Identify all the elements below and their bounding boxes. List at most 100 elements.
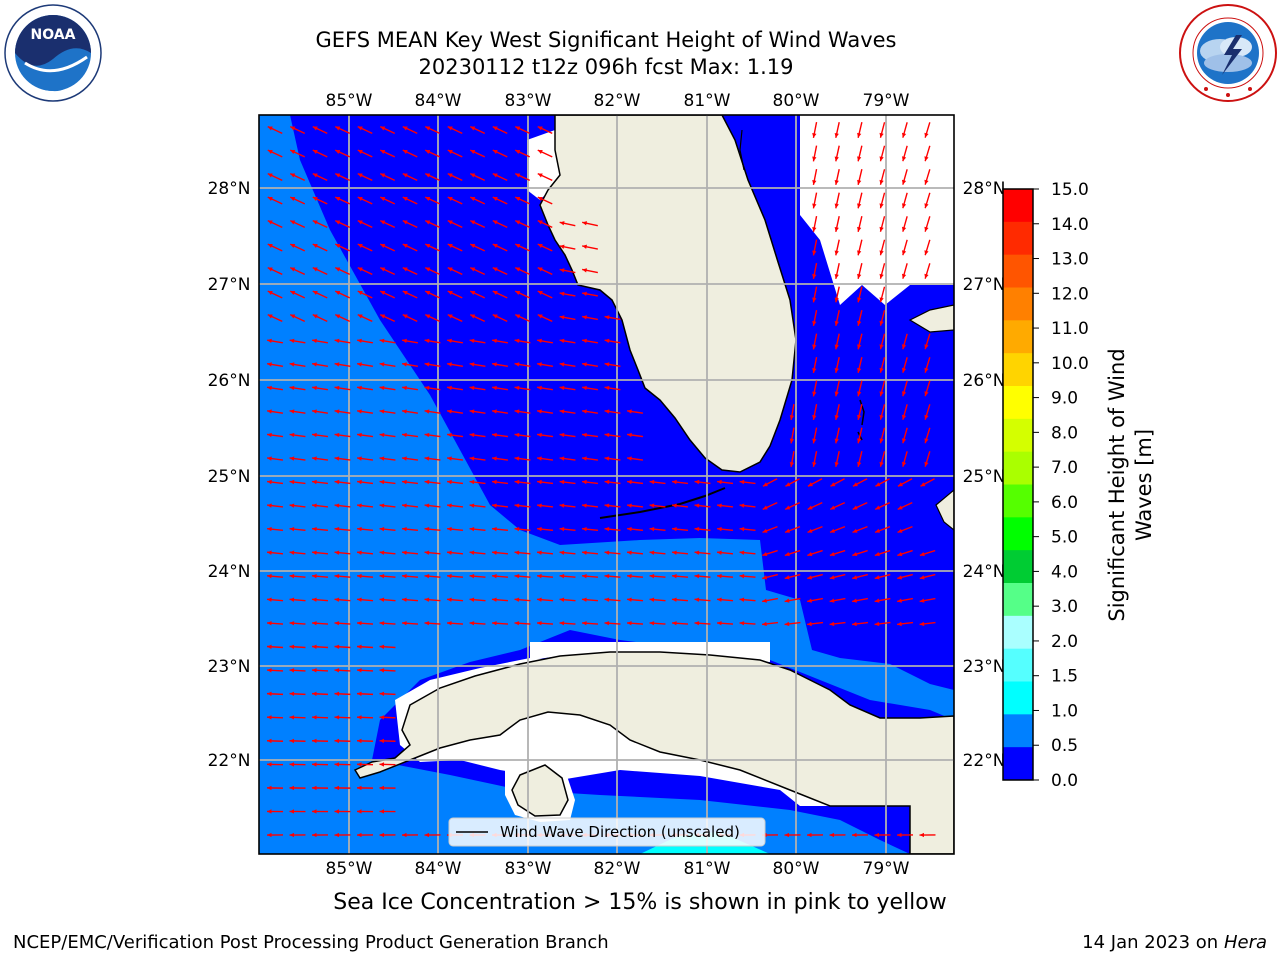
wind-arrow — [834, 239, 840, 256]
wind-arrow — [379, 597, 396, 602]
wind-arrow — [761, 621, 779, 627]
wind-arrow — [266, 432, 284, 438]
wind-arrow — [311, 526, 329, 532]
wind-arrow — [312, 313, 328, 323]
wind-arrow — [379, 526, 396, 532]
wind-arrow — [334, 432, 351, 438]
wind-arrow — [289, 266, 306, 276]
wind-arrow — [581, 550, 599, 555]
wind-arrow — [267, 125, 283, 135]
wind-arrow — [671, 621, 689, 626]
wind-arrow — [311, 762, 329, 767]
wind-arrow — [469, 125, 486, 135]
colorbar-swatch — [1003, 320, 1033, 354]
wind-arrow — [829, 549, 846, 557]
wind-arrow — [356, 785, 374, 791]
wind-arrow — [492, 196, 508, 205]
wind-arrow — [311, 574, 329, 579]
wind-arrow — [424, 432, 441, 438]
wind-arrow — [356, 644, 374, 649]
wind-arrow — [901, 357, 908, 373]
wind-arrow — [446, 479, 464, 485]
wind-arrow — [491, 409, 509, 414]
wind-arrow — [379, 266, 396, 276]
wind-arrow — [469, 597, 486, 602]
wind-arrow — [311, 409, 329, 414]
wind-arrow — [924, 404, 931, 420]
wind-arrow — [834, 145, 840, 162]
wind-arrow — [334, 715, 351, 720]
wind-arrow — [582, 291, 598, 297]
wind-arrow — [289, 290, 306, 299]
wind-arrow — [536, 621, 554, 626]
wind-arrow — [356, 715, 374, 720]
wind-arrow — [356, 809, 374, 814]
wind-arrow — [447, 172, 463, 182]
wind-arrow — [357, 290, 373, 299]
wind-arrow — [812, 263, 818, 279]
wind-arrow — [334, 597, 351, 602]
wind-arrow — [924, 169, 931, 185]
wind-arrow — [356, 526, 374, 532]
wind-arrow — [379, 196, 396, 205]
wind-arrow — [901, 192, 908, 209]
wind-arrow — [379, 125, 396, 135]
wind-arrow — [424, 172, 441, 182]
wind-arrow — [334, 832, 351, 838]
wind-arrow — [924, 122, 931, 138]
wind-arrow — [536, 503, 554, 508]
wind-arrow — [812, 216, 818, 232]
wind-arrow — [812, 169, 818, 185]
wind-arrow — [649, 479, 666, 485]
wind-arrow — [266, 785, 284, 791]
wind-arrow — [514, 219, 531, 229]
wind-arrow — [447, 313, 463, 323]
wind-arrow — [537, 125, 553, 135]
wind-arrow — [812, 239, 818, 256]
wind-arrow — [536, 597, 554, 602]
wind-arrow — [289, 219, 306, 229]
wind-arrow — [919, 597, 936, 603]
wind-arrow — [289, 526, 306, 532]
wind-arrow — [492, 219, 508, 229]
wind-arrow — [311, 644, 329, 649]
wind-arrow — [356, 385, 374, 391]
wind-arrow — [334, 385, 351, 391]
wind-arrow — [266, 597, 284, 602]
wind-arrow — [739, 526, 756, 532]
lon-tick-top: 79°W — [863, 91, 910, 111]
wind-arrow — [356, 479, 374, 485]
lat-tick-left: 28°N — [208, 179, 251, 199]
wind-arrow — [424, 266, 441, 276]
wind-arrow — [334, 125, 351, 135]
wind-arrow — [514, 550, 531, 555]
wind-arrow — [334, 738, 351, 744]
wind-arrow — [334, 479, 351, 485]
wind-arrow — [379, 832, 396, 838]
wind-arrow — [469, 313, 486, 323]
colorbar: 15.0 14.0 13.0 12.0 11.0 10.0 9.0 8.0 7.0 6.0 5.0 4… — [1002, 180, 1089, 791]
map-gridlines — [259, 115, 954, 854]
wind-arrow — [807, 597, 823, 603]
wind-arrow — [901, 380, 908, 397]
wind-arrow — [649, 597, 666, 602]
wind-arrow — [312, 149, 328, 158]
wind-arrow — [581, 526, 599, 532]
colorbar-swatch — [1003, 615, 1033, 650]
wind-arrow — [401, 385, 419, 391]
wind-arrow — [829, 502, 846, 510]
colorbar-tick-label: 0.5 — [1051, 736, 1078, 756]
wind-arrow — [812, 122, 818, 138]
wind-arrow — [514, 526, 531, 532]
wind-arrow — [857, 451, 863, 467]
wind-arrow — [311, 479, 329, 485]
wind-arrow — [469, 503, 486, 508]
wind-arrow — [559, 503, 576, 508]
wind-arrow — [924, 380, 931, 397]
wind-arrow — [446, 362, 464, 367]
map-frame — [258, 114, 955, 855]
wind-arrow — [379, 432, 396, 438]
wind-arrow — [469, 362, 486, 367]
wind-arrow — [514, 338, 531, 344]
colorbar-swatch — [1003, 189, 1033, 223]
